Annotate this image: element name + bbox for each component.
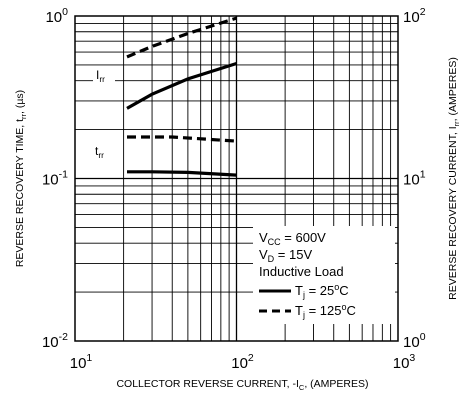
x-axis-title: COLLECTOR REVERSE CURRENT, -IC, (AMPERES…	[116, 378, 368, 392]
legend-entry-25c: Tj = 25oC	[295, 282, 349, 300]
irr-annotation: Irr	[93, 67, 115, 86]
series-trr-25c	[127, 170, 237, 177]
legend-condition-load: Inductive Load	[259, 264, 344, 279]
plot-frame	[74, 15, 399, 342]
left-y-tick-label: 100	[45, 6, 68, 26]
legend: VCC = 600V VD = 15V Inductive Load Tj = …	[253, 226, 395, 324]
x-tick-label: 103	[393, 352, 416, 372]
right-y-tick-label: 101	[403, 169, 426, 189]
svg-text:Irr: Irr	[96, 68, 105, 84]
x-tick-label: 101	[70, 352, 93, 372]
legend-condition-vcc: VCC = 600V	[259, 230, 326, 247]
left-y-axis-title: REVERSE RECOVERY TIME, trr, (µs)	[14, 90, 28, 267]
series-trr-125c	[127, 135, 237, 143]
left-y-tick-label: 10-2	[42, 331, 68, 351]
left-y-tick-label: 10-1	[42, 169, 68, 189]
right-y-tick-label: 102	[403, 6, 426, 26]
series-layer	[126, 16, 237, 177]
series-irr-125c	[126, 16, 237, 59]
legend-entry-125c: Tj = 125oC	[295, 302, 356, 320]
right-y-axis-title: REVERSE RECOVERY CURRENT, Irr, (AMPERES)	[447, 57, 461, 300]
legend-condition-vd: VD = 15V	[259, 247, 312, 264]
series-irr-25c	[126, 61, 237, 110]
svg-text:trr: trr	[95, 144, 104, 160]
x-tick-label: 102	[231, 352, 254, 372]
right-y-tick-label: 100	[403, 331, 426, 351]
trr-annotation: trr	[92, 143, 114, 162]
